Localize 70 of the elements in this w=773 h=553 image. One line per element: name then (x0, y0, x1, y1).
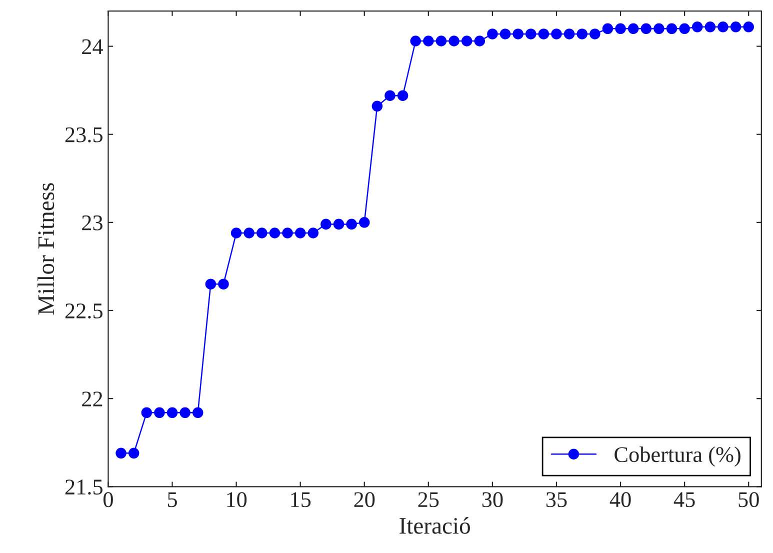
y-tick-label: 22.5 (65, 303, 102, 319)
point (218, 278, 229, 290)
point (704, 22, 716, 32)
point (640, 23, 652, 34)
point (654, 23, 664, 34)
point (590, 28, 600, 40)
point (564, 28, 575, 40)
point (269, 228, 280, 238)
point (180, 407, 190, 418)
x-tick-label: 25 (418, 492, 439, 508)
point (512, 28, 524, 40)
point (333, 218, 344, 230)
point (538, 28, 550, 40)
y-tick-label: 23 (82, 215, 102, 230)
point (244, 228, 254, 238)
point (436, 36, 447, 46)
y-tick-label: 21.5 (65, 480, 102, 495)
point (256, 228, 268, 238)
point (615, 23, 626, 34)
point (423, 36, 434, 46)
point (718, 22, 728, 32)
point (666, 23, 678, 34)
point (474, 36, 486, 46)
point (576, 28, 588, 40)
point (294, 228, 306, 238)
point (551, 28, 562, 40)
x-tick-label: 50 (738, 492, 759, 508)
point (730, 22, 742, 32)
x-tick-label: 40 (610, 492, 631, 508)
x-tick-label: 15 (291, 492, 311, 508)
y-tick-label: 23.5 (65, 127, 102, 142)
x-tick-label: 10 (227, 492, 247, 508)
point (628, 23, 639, 34)
point (308, 228, 319, 238)
x-tick-label: 30 (482, 492, 503, 508)
y-tick-label: 22 (82, 392, 102, 406)
point (679, 23, 690, 34)
point (320, 218, 332, 230)
point (154, 407, 165, 418)
point (372, 100, 383, 112)
point (282, 228, 293, 238)
x-tick-label: 20 (354, 492, 375, 508)
y-tick-label: 24 (82, 39, 104, 54)
point (205, 278, 216, 290)
point (346, 218, 357, 230)
point (410, 36, 421, 46)
point (192, 407, 204, 418)
point (166, 407, 178, 418)
point (116, 448, 126, 459)
x-tick-label: 5 (168, 492, 177, 508)
point (743, 22, 754, 32)
point (230, 228, 242, 238)
point (525, 28, 536, 40)
point (602, 23, 614, 34)
point (448, 36, 460, 46)
point (461, 36, 472, 46)
point (358, 217, 370, 228)
point (692, 22, 703, 32)
point (128, 448, 140, 459)
point (384, 90, 396, 101)
x-axis-title: Iteració (400, 517, 470, 534)
x-tick-label: 35 (546, 492, 567, 508)
point (141, 407, 152, 418)
point (487, 28, 498, 40)
point (500, 28, 511, 40)
y-axis-title: Millor Fitness (38, 183, 54, 315)
legend-label: Cobertura (%) (614, 446, 740, 467)
x-tick-label: 0 (104, 492, 113, 508)
x-tick-label: 45 (674, 492, 695, 508)
point (397, 90, 408, 101)
